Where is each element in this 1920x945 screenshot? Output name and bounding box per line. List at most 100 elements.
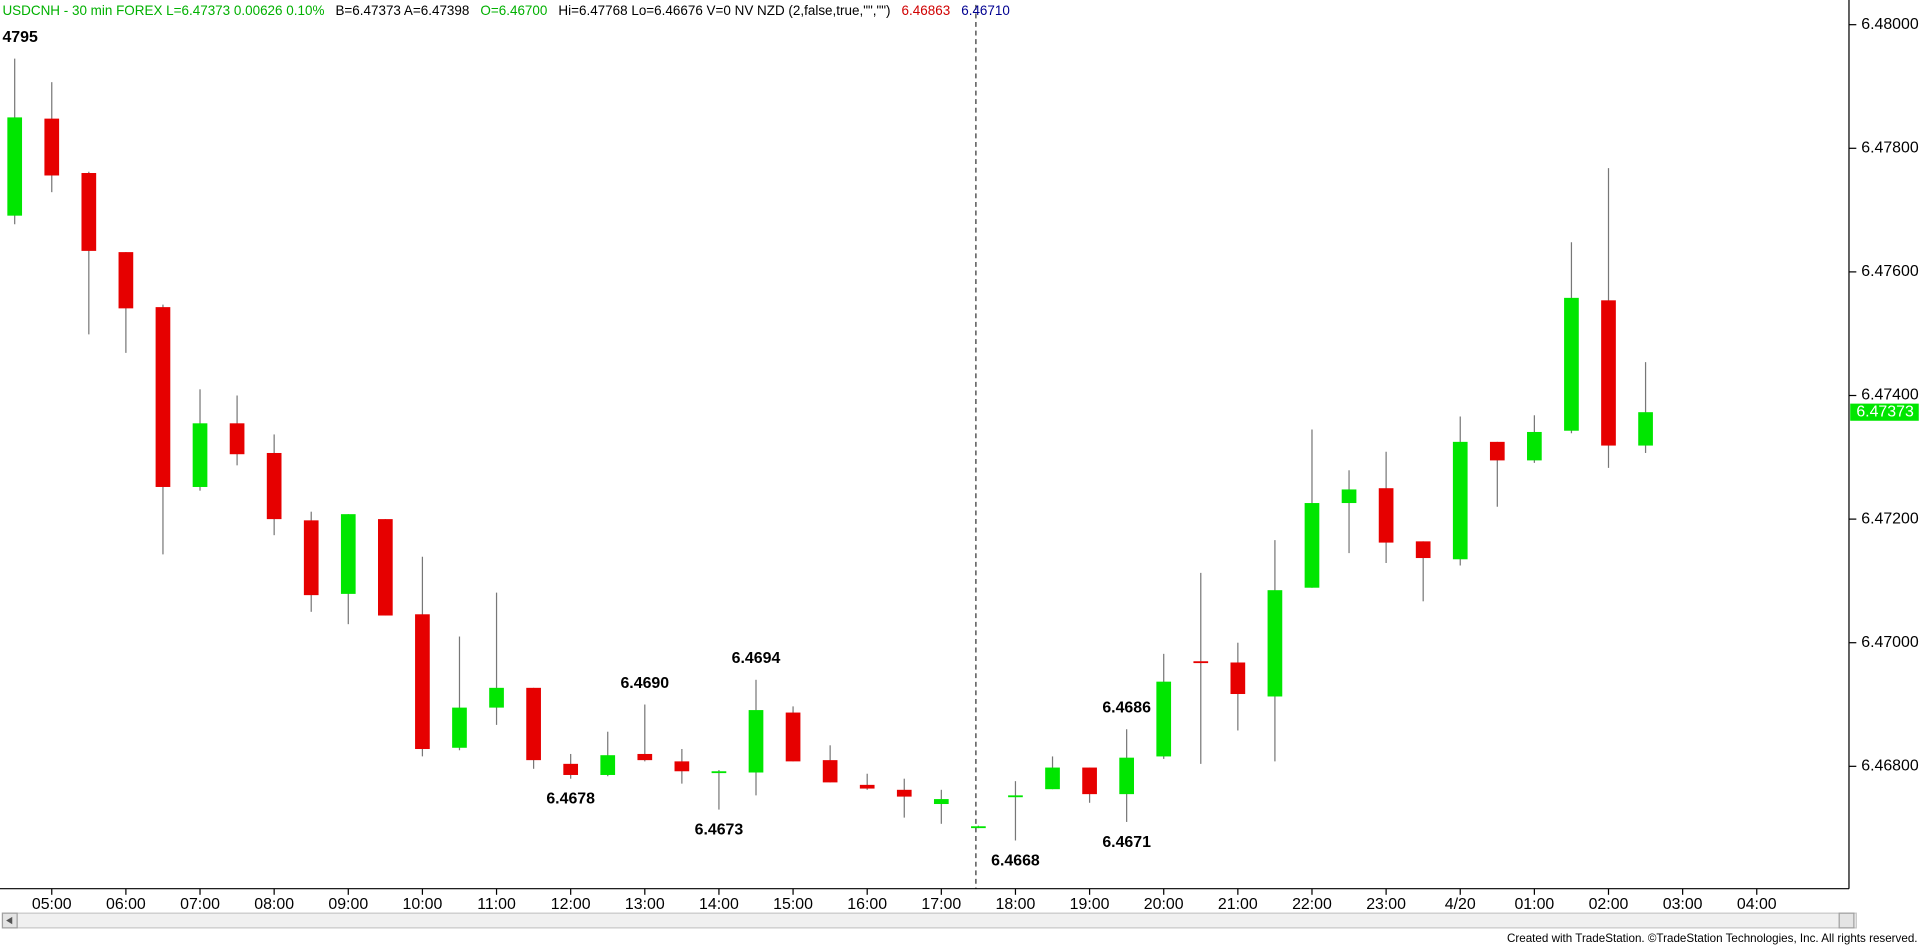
x-tick-label: 18:00 bbox=[996, 896, 1036, 913]
candle-body bbox=[933, 799, 949, 805]
pivot-label: 6.4690 bbox=[620, 675, 669, 692]
candle-body bbox=[785, 712, 801, 762]
candle-body bbox=[229, 423, 245, 455]
x-tick-label: 05:00 bbox=[32, 896, 72, 913]
candle-body bbox=[971, 826, 986, 829]
candle-body bbox=[1119, 757, 1134, 795]
header-item: USDCNH - 30 min FOREX L=6.47373 0.00626 … bbox=[2, 3, 324, 18]
candle-body bbox=[822, 760, 838, 783]
x-tick-label: 15:00 bbox=[773, 896, 813, 913]
candle-body bbox=[600, 755, 616, 775]
y-tick-label: 6.47600 bbox=[1861, 263, 1919, 280]
y-tick-label: 6.47000 bbox=[1861, 634, 1919, 651]
x-tick-label: 06:00 bbox=[106, 896, 146, 913]
x-tick-label: 16:00 bbox=[847, 896, 887, 913]
x-tick-label: 17:00 bbox=[921, 896, 961, 913]
candle-body bbox=[1008, 795, 1023, 798]
candle-body bbox=[415, 614, 430, 750]
pivot-label: 6.4673 bbox=[695, 822, 744, 839]
x-tick-label: 09:00 bbox=[328, 896, 368, 913]
candle-body bbox=[1230, 662, 1246, 695]
x-tick-label: 08:00 bbox=[254, 896, 294, 913]
candle-body bbox=[7, 117, 23, 216]
x-tick-label: 23:00 bbox=[1366, 896, 1406, 913]
candle-body bbox=[1638, 412, 1653, 446]
header: USDCNH - 30 min FOREX L=6.47373 0.00626 … bbox=[2, 3, 1009, 18]
candle-body bbox=[81, 173, 97, 251]
x-tick-label: 02:00 bbox=[1589, 896, 1629, 913]
candle-body bbox=[1341, 489, 1357, 504]
x-tick-label: 4/20 bbox=[1445, 896, 1476, 913]
pivot-label: 6.4671 bbox=[1102, 834, 1151, 851]
x-tick-label: 11:00 bbox=[477, 896, 516, 913]
candle-body bbox=[1378, 488, 1394, 543]
scrollbar[interactable] bbox=[1, 912, 1857, 929]
candle-body bbox=[896, 789, 912, 797]
y-tick-label: 6.47200 bbox=[1861, 510, 1919, 527]
candle-body bbox=[1304, 503, 1320, 588]
candle-body bbox=[674, 761, 690, 772]
pivot-label: 6.4678 bbox=[546, 791, 595, 808]
last-price-label: 6.47373 bbox=[1856, 403, 1914, 420]
candle-body bbox=[563, 763, 579, 775]
candle-body bbox=[1527, 431, 1542, 461]
candle-body bbox=[748, 710, 764, 773]
candle-body bbox=[266, 452, 282, 520]
x-tick-label: 03:00 bbox=[1663, 896, 1703, 913]
candle-body bbox=[1489, 441, 1505, 461]
candle-body bbox=[526, 687, 541, 761]
y-tick-label: 6.47400 bbox=[1861, 387, 1919, 404]
x-tick-label: 13:00 bbox=[625, 896, 665, 913]
x-tick-label: 10:00 bbox=[403, 896, 443, 913]
candle-body bbox=[1045, 767, 1060, 790]
candle-body bbox=[1267, 590, 1283, 697]
scroll-thumb[interactable] bbox=[1838, 912, 1855, 929]
candle-body bbox=[1193, 661, 1209, 664]
candle-body bbox=[340, 514, 356, 594]
last-price-box bbox=[1850, 403, 1919, 421]
candle-body bbox=[489, 687, 504, 708]
header-item: 6.46863 bbox=[902, 3, 951, 18]
candle-body bbox=[1452, 441, 1468, 560]
footer: Created with TradeStation. ©TradeStation… bbox=[1507, 932, 1918, 945]
x-tick-label: 20:00 bbox=[1144, 896, 1184, 913]
candle-body bbox=[192, 423, 208, 487]
candle-body bbox=[1601, 300, 1616, 446]
y-tick-label: 6.48000 bbox=[1861, 16, 1919, 33]
candle-body bbox=[1082, 767, 1097, 795]
candle-body bbox=[378, 519, 393, 616]
header-item: O=6.46700 bbox=[480, 3, 547, 18]
y-tick-label: 6.47800 bbox=[1861, 139, 1919, 156]
x-tick-label: 12:00 bbox=[551, 896, 591, 913]
candle-body bbox=[44, 118, 60, 176]
candle-body bbox=[118, 252, 134, 309]
scroll-track bbox=[1, 912, 1857, 929]
x-tick-label: 04:00 bbox=[1737, 896, 1777, 913]
arrow-left bbox=[6, 916, 13, 925]
header-item: B=6.47373 A=6.47398 bbox=[335, 3, 469, 18]
candle-body bbox=[303, 520, 319, 596]
x-tick-label: 19:00 bbox=[1070, 896, 1110, 913]
candle-body bbox=[155, 307, 171, 487]
x-tick-label: 01:00 bbox=[1514, 896, 1554, 913]
candle-body bbox=[637, 753, 653, 761]
candle-body bbox=[1564, 297, 1579, 431]
pivot-label: 6.4694 bbox=[732, 650, 781, 667]
x-tick-label: 22:00 bbox=[1292, 896, 1332, 913]
candle-body bbox=[859, 784, 875, 789]
x-tick-label: 14:00 bbox=[699, 896, 739, 913]
x-tick-label: 07:00 bbox=[180, 896, 220, 913]
candle-body bbox=[452, 707, 467, 748]
candle-body bbox=[711, 771, 727, 774]
header-item: Hi=6.47768 Lo=6.46676 V=0 NV NZD (2,fals… bbox=[558, 3, 890, 18]
y-tick-label: 6.46800 bbox=[1861, 758, 1919, 775]
pivot-label: 6.4686 bbox=[1102, 700, 1151, 717]
x-tick-label: 21:00 bbox=[1218, 896, 1258, 913]
candle-body bbox=[1156, 681, 1172, 757]
pivot-label: 6.4668 bbox=[991, 852, 1040, 869]
pivot-label: 4795 bbox=[2, 29, 38, 46]
header-item: 6.46710 bbox=[961, 3, 1010, 18]
